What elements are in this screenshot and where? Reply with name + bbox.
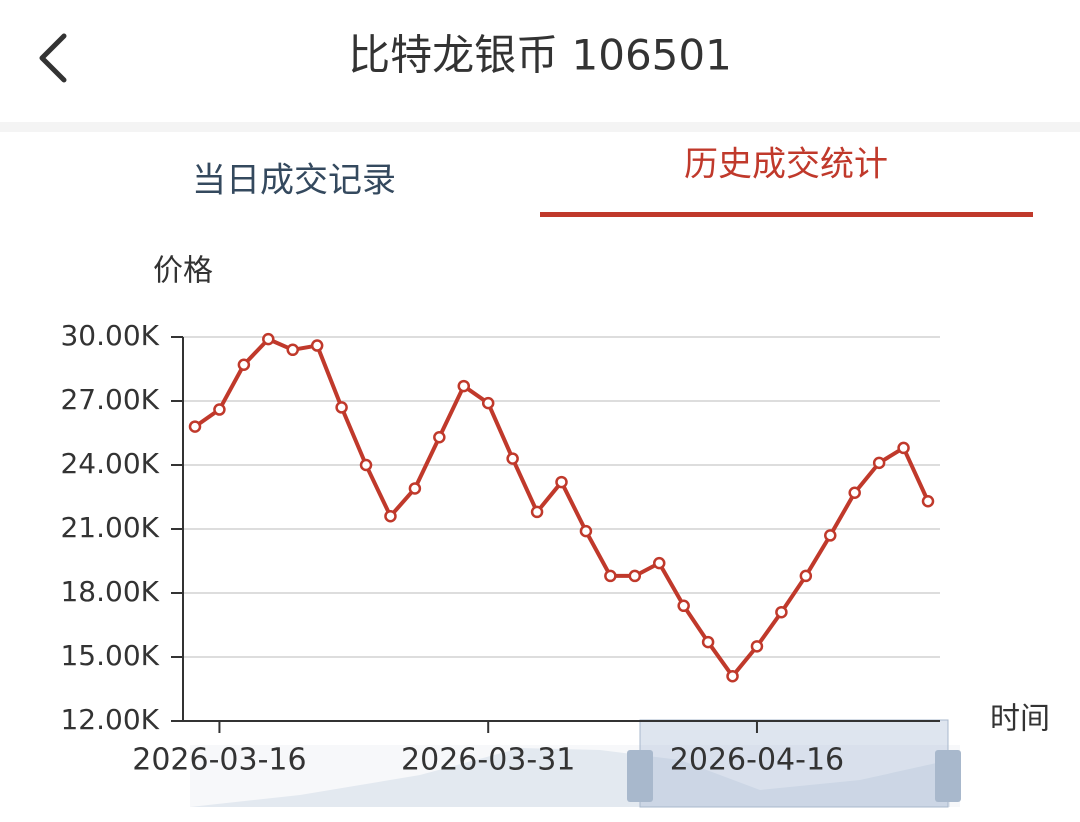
line xyxy=(193,337,930,679)
x-axis-label: 时间 xyxy=(990,702,1050,737)
point xyxy=(310,339,324,352)
tab-indicator xyxy=(540,212,1033,217)
point xyxy=(726,669,739,683)
zoom-window[interactable] xyxy=(639,719,949,808)
x-tick-label: 2026-03-31 xyxy=(401,743,575,778)
zoom-handle[interactable] xyxy=(935,750,961,802)
point xyxy=(604,569,617,583)
y-tick-label: 30.00K xyxy=(60,319,159,352)
point xyxy=(579,524,593,538)
y-axis-label: 价格 xyxy=(153,254,213,289)
point xyxy=(335,401,348,414)
point xyxy=(555,475,568,489)
page-title: 比特龙银币 106501 xyxy=(348,31,732,80)
point xyxy=(433,431,446,444)
point xyxy=(408,482,422,495)
zoom-handle[interactable] xyxy=(627,750,653,802)
point xyxy=(188,420,202,433)
point xyxy=(921,495,935,508)
x-tick-label: 2026-03-16 xyxy=(132,743,306,778)
back-button[interactable] xyxy=(39,33,67,83)
point xyxy=(481,396,495,410)
y-tick-label: 24.00K xyxy=(60,447,159,480)
y-tick-label: 21.00K xyxy=(60,511,159,544)
x-tick-label: 2026-04-16 xyxy=(670,743,844,778)
point xyxy=(506,452,519,465)
point xyxy=(286,343,299,357)
point xyxy=(457,379,471,393)
point xyxy=(237,358,251,371)
point xyxy=(799,569,813,583)
tab[interactable]: 当日成交记录 xyxy=(192,161,396,201)
point xyxy=(824,529,837,542)
point xyxy=(359,458,373,472)
zoom-preview xyxy=(190,748,950,807)
y-tick-label: 27.00K xyxy=(60,383,159,416)
point xyxy=(677,599,690,613)
point xyxy=(530,505,544,519)
divider xyxy=(0,122,1080,132)
point xyxy=(775,605,788,619)
point xyxy=(628,569,642,583)
point xyxy=(897,441,910,455)
point xyxy=(213,403,226,416)
point xyxy=(750,640,764,653)
y-tick-label: 18.00K xyxy=(60,575,159,608)
point xyxy=(872,456,886,470)
point xyxy=(848,486,861,499)
point xyxy=(652,556,666,570)
point xyxy=(701,635,715,649)
point xyxy=(262,332,275,346)
tab-active[interactable]: 历史成交统计 xyxy=(684,145,888,185)
point xyxy=(384,509,397,523)
y-tick-label: 15.00K xyxy=(60,639,159,672)
y-tick-label: 12.00K xyxy=(60,703,159,736)
